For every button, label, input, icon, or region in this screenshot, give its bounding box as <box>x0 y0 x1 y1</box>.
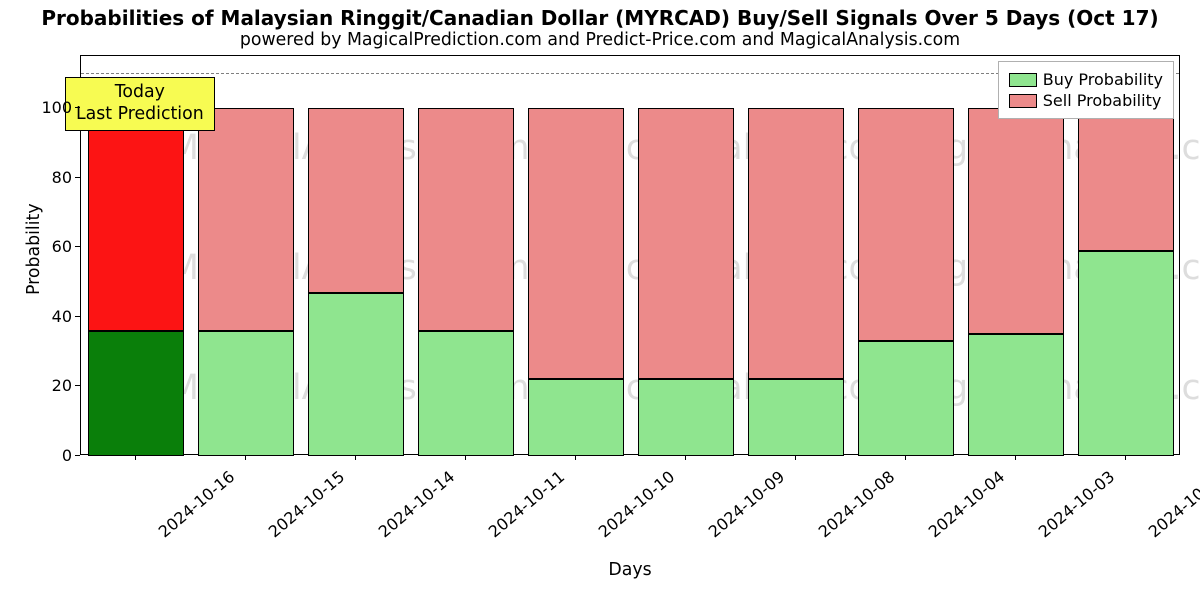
x-tick-mark <box>1125 455 1126 460</box>
annotation-line: Today <box>76 82 204 104</box>
x-tick-label: 2024-10-10 <box>595 467 678 541</box>
y-tick-mark <box>75 177 80 178</box>
x-tick-label: 2024-10-16 <box>155 467 238 541</box>
y-tick-label: 80 <box>40 168 72 187</box>
buy-bar <box>1078 251 1175 456</box>
x-tick-mark <box>465 455 466 460</box>
sell-bar <box>418 108 515 331</box>
x-tick-mark <box>905 455 906 460</box>
x-tick-label: 2024-10-04 <box>925 467 1008 541</box>
legend-label: Sell Probability <box>1043 91 1162 110</box>
sell-bar <box>88 108 185 331</box>
buy-bar <box>858 341 955 456</box>
buy-bar <box>528 379 625 456</box>
figure: Probabilities of Malaysian Ringgit/Canad… <box>0 0 1200 600</box>
sell-bar <box>638 108 735 379</box>
y-tick-mark <box>75 316 80 317</box>
sell-bar <box>528 108 625 379</box>
legend-label: Buy Probability <box>1043 70 1163 89</box>
x-tick-mark <box>135 455 136 460</box>
x-tick-label: 2024-10-09 <box>705 467 788 541</box>
buy-bar <box>968 334 1065 456</box>
x-tick-label: 2024-10-03 <box>1035 467 1118 541</box>
buy-bar <box>638 379 735 456</box>
buy-bar <box>88 331 185 456</box>
buy-bar <box>308 293 405 456</box>
x-tick-label: 2024-10-11 <box>485 467 568 541</box>
x-tick-label: 2024-10-02 <box>1145 467 1200 541</box>
x-tick-label: 2024-10-08 <box>815 467 898 541</box>
x-tick-mark <box>575 455 576 460</box>
x-tick-label: 2024-10-14 <box>375 467 458 541</box>
legend-swatch <box>1009 73 1037 87</box>
today-annotation: TodayLast Prediction <box>65 77 215 130</box>
legend: Buy Probability Sell Probability <box>998 61 1174 119</box>
sell-bar <box>858 108 955 341</box>
y-tick-label: 60 <box>40 237 72 256</box>
x-tick-mark <box>1015 455 1016 460</box>
legend-item: Sell Probability <box>1009 91 1163 110</box>
x-tick-mark <box>795 455 796 460</box>
sell-bar <box>198 108 295 331</box>
sell-bar <box>1078 108 1175 251</box>
y-tick-label: 40 <box>40 307 72 326</box>
y-tick-mark <box>75 455 80 456</box>
buy-bar <box>748 379 845 456</box>
x-tick-mark <box>245 455 246 460</box>
legend-item: Buy Probability <box>1009 70 1163 89</box>
x-tick-mark <box>355 455 356 460</box>
legend-swatch <box>1009 94 1037 108</box>
buy-bar <box>418 331 515 456</box>
y-tick-label: 100 <box>40 98 72 117</box>
x-tick-mark <box>685 455 686 460</box>
buy-bar <box>198 331 295 456</box>
sell-bar <box>968 108 1065 334</box>
y-tick-mark <box>75 385 80 386</box>
sell-bar <box>748 108 845 379</box>
sell-bar <box>308 108 405 292</box>
x-tick-label: 2024-10-15 <box>265 467 348 541</box>
annotation-line: Last Prediction <box>76 104 204 126</box>
y-tick-mark <box>75 246 80 247</box>
chart-subtitle: powered by MagicalPrediction.com and Pre… <box>0 30 1200 50</box>
chart-title: Probabilities of Malaysian Ringgit/Canad… <box>0 6 1200 30</box>
y-tick-mark <box>75 107 80 108</box>
y-tick-label: 20 <box>40 376 72 395</box>
y-tick-label: 0 <box>40 446 72 465</box>
x-axis-label: Days <box>80 560 1180 580</box>
